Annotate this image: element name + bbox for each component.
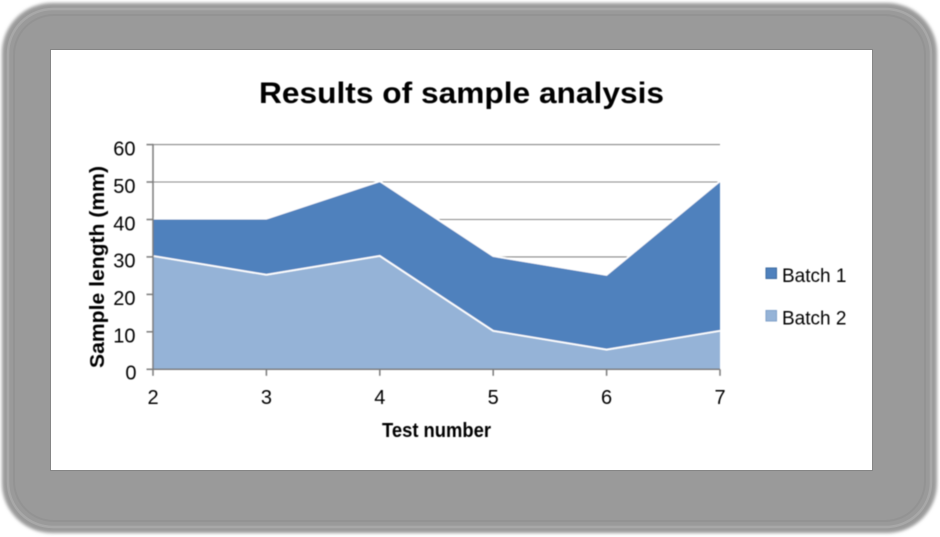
- svg-text:0: 0: [125, 363, 136, 385]
- svg-text:50: 50: [113, 176, 135, 198]
- svg-text:2: 2: [147, 387, 158, 409]
- svg-text:4: 4: [374, 387, 385, 409]
- svg-text:60: 60: [113, 138, 135, 160]
- svg-text:30: 30: [113, 251, 135, 273]
- svg-text:10: 10: [113, 326, 135, 348]
- svg-text:Batch 1: Batch 1: [782, 266, 846, 287]
- svg-text:20: 20: [113, 288, 135, 310]
- svg-text:Sample length (mm): Sample length (mm): [87, 166, 109, 368]
- svg-text:Test number: Test number: [382, 420, 491, 442]
- svg-text:Batch 2: Batch 2: [782, 308, 846, 329]
- svg-text:Results of sample analysis: Results of sample analysis: [259, 77, 664, 110]
- svg-text:7: 7: [714, 387, 725, 409]
- svg-text:5: 5: [488, 387, 499, 409]
- svg-text:6: 6: [601, 387, 612, 409]
- svg-text:40: 40: [113, 213, 135, 235]
- svg-text:3: 3: [261, 387, 272, 409]
